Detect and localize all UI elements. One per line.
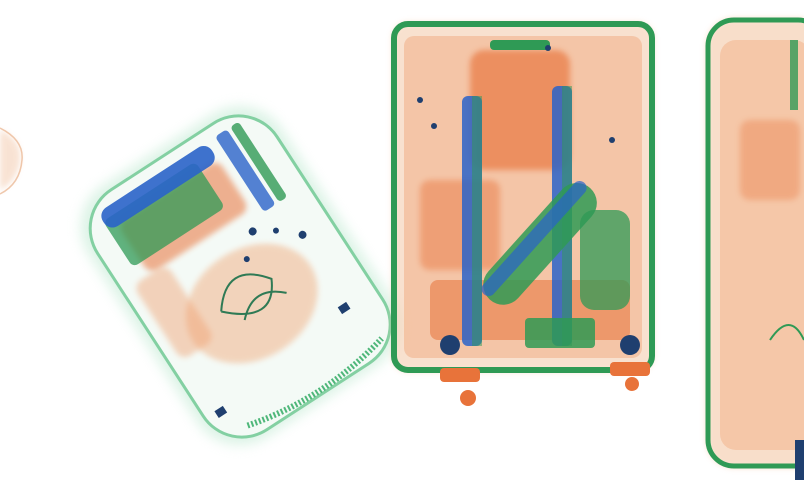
backpack <box>80 106 399 445</box>
suitcase-center <box>391 21 655 406</box>
partial-bag-left <box>0 127 23 195</box>
suitcase-right <box>705 17 804 480</box>
